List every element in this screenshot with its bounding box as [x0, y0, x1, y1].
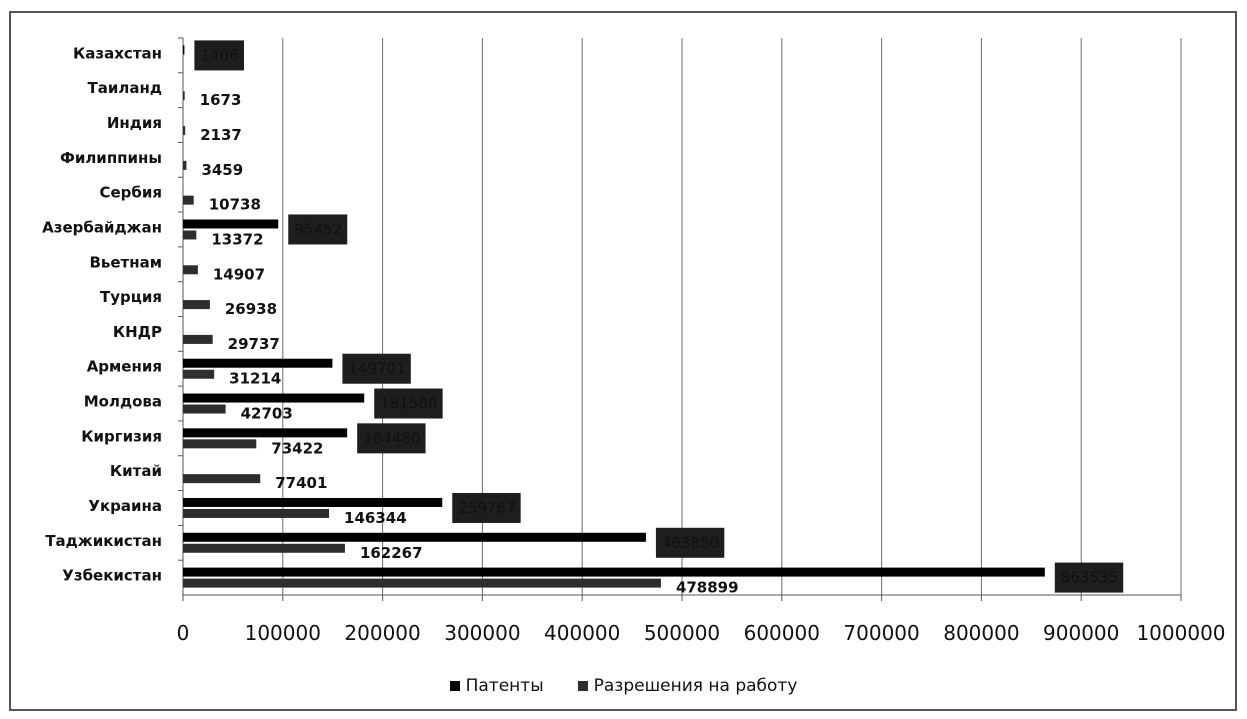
- bar-permits: [183, 404, 226, 414]
- data-label-patents: 463850: [662, 534, 719, 552]
- data-label-permits: 162267: [360, 544, 423, 562]
- data-label-box-patents: [374, 388, 443, 419]
- data-label-permits: 1673: [200, 91, 242, 109]
- category-label: Казахстан: [73, 44, 162, 62]
- bar-permits: [183, 439, 257, 449]
- category-label: Таиланд: [88, 79, 162, 97]
- legend-item-patents: Патенты: [449, 676, 544, 696]
- bar-permits: [183, 265, 198, 275]
- data-label-permits: 2137: [200, 126, 242, 144]
- bar-patents: [183, 358, 333, 368]
- data-label-box-patents: [1054, 562, 1124, 593]
- legend-swatch-permits: [577, 681, 588, 691]
- data-label-patents: 181580: [380, 395, 437, 413]
- bar-patents: [183, 497, 443, 507]
- category-label: Вьетнам: [89, 253, 162, 271]
- legend: Патенты Разрешения на работу: [0, 676, 1247, 696]
- data-label-permits: 77401: [275, 474, 327, 492]
- x-tick-label: 800000: [943, 621, 1019, 645]
- data-label-box-patents: [357, 423, 426, 454]
- data-label-patents: 164480: [363, 429, 420, 447]
- data-label-permits: 146344: [344, 509, 407, 527]
- data-label-permits: 3459: [201, 161, 243, 179]
- data-label-permits: 31214: [229, 370, 281, 388]
- bars: [183, 45, 1045, 588]
- data-label-patents: 863535: [1061, 569, 1118, 587]
- data-label-box-patents: [288, 214, 348, 245]
- labels: 0 100000 200000 300000 400000 500000 600000 700…: [42, 40, 1226, 645]
- legend-item-permits: Разрешения на работу: [577, 676, 798, 696]
- x-tick-label: 1000000: [1136, 621, 1225, 645]
- category-label: КНДР: [113, 323, 162, 341]
- bar-permits: [183, 195, 194, 205]
- data-label-patents: 95452: [294, 220, 342, 238]
- data-label-box-patents: [342, 353, 411, 384]
- bar-patents: [183, 219, 279, 229]
- category-label: Азербайджан: [42, 218, 162, 236]
- x-tick-label: 900000: [1043, 621, 1119, 645]
- data-label-permits: 13372: [211, 230, 263, 248]
- bar-permits: [183, 334, 213, 344]
- data-label-patents: 149701: [348, 360, 405, 378]
- bar-patents: [183, 428, 348, 438]
- bar-permits: [183, 508, 330, 518]
- legend-label-patents: Патенты: [465, 676, 544, 696]
- bar-patents: [183, 532, 646, 542]
- category-label: Киргизия: [81, 427, 162, 445]
- legend-swatch-patents: [449, 681, 460, 691]
- bar-permits: [183, 230, 197, 240]
- bar-permits: [183, 91, 185, 101]
- category-label: Молдова: [84, 393, 162, 411]
- data-label-patents: 259767: [458, 499, 515, 517]
- bar-patents: [183, 45, 185, 55]
- bar-patents: [183, 393, 365, 403]
- data-label-permits: 73422: [271, 439, 323, 457]
- x-tick-label: 400000: [544, 621, 620, 645]
- data-label-box-patents: [655, 527, 725, 558]
- category-label: Таджикистан: [45, 532, 162, 550]
- x-tick-label: 500000: [644, 621, 720, 645]
- bar-permits: [183, 300, 210, 310]
- bar-permits: [183, 578, 661, 588]
- data-label-permits: 14907: [213, 265, 265, 283]
- category-label: Турция: [100, 288, 162, 306]
- x-tick-label: 200000: [344, 621, 420, 645]
- bar-permits: [183, 160, 187, 170]
- data-label-permits: 29737: [228, 335, 280, 353]
- data-label-permits: 26938: [225, 300, 277, 318]
- x-tick-label: 600000: [744, 621, 820, 645]
- data-label-permits: 42703: [241, 405, 293, 423]
- x-tick-label: 300000: [444, 621, 520, 645]
- category-label: Китай: [110, 462, 162, 480]
- category-label: Сербия: [99, 184, 162, 202]
- data-label-patents: 1406: [200, 46, 238, 64]
- legend-label-permits: Разрешения на работу: [593, 676, 798, 696]
- bar-permits: [183, 126, 186, 136]
- bar-permits: [183, 474, 261, 484]
- x-tick-label: 0: [177, 621, 190, 645]
- data-label-box-patents: [452, 492, 521, 523]
- x-tick-label: 700000: [843, 621, 919, 645]
- data-label-permits: 10738: [209, 196, 261, 214]
- bar-permits: [183, 369, 215, 379]
- gridlines: [282, 38, 1182, 595]
- bar-patents: [183, 567, 1045, 577]
- category-label: Украина: [88, 497, 162, 515]
- data-label-box-patents: [194, 40, 245, 71]
- bar-permits: [183, 543, 345, 553]
- category-label: Индия: [107, 114, 162, 132]
- category-label: Филиппины: [60, 149, 162, 167]
- category-label: Узбекистан: [62, 567, 162, 585]
- category-label: Армения: [87, 358, 162, 376]
- data-label-permits: 478899: [676, 579, 739, 597]
- x-tick-label: 100000: [245, 621, 321, 645]
